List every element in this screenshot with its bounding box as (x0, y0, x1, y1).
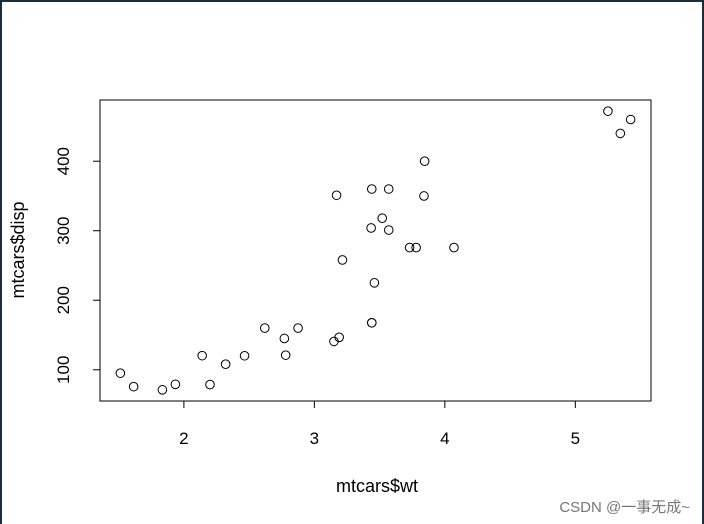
point (170, 379, 181, 390)
point (419, 156, 430, 167)
x-tick-label: 3 (310, 429, 319, 448)
point (239, 350, 250, 361)
point (366, 184, 377, 194)
point (115, 368, 126, 378)
x-tick-label: 2 (179, 429, 188, 448)
point (383, 184, 394, 194)
point (220, 359, 231, 369)
x-axis-title: mtcars$wt (336, 476, 418, 496)
plot-box (99, 99, 652, 402)
point (259, 323, 270, 333)
x-tick-label: 4 (440, 429, 449, 448)
point (369, 278, 380, 288)
point (603, 106, 613, 116)
watermark: CSDN @一事无成~ (559, 499, 690, 516)
y-tick-label: 100 (54, 356, 73, 384)
point (404, 242, 415, 253)
point (197, 350, 207, 361)
point (366, 223, 376, 233)
point (157, 385, 168, 395)
y-axis-title: mtcars$disp (8, 201, 28, 298)
point (377, 213, 388, 224)
point (615, 128, 626, 139)
y-tick-label: 200 (54, 286, 73, 314)
point (625, 114, 636, 125)
point (293, 323, 303, 333)
point (205, 379, 215, 390)
y-tick-label: 300 (54, 217, 73, 245)
point (337, 255, 348, 265)
point (279, 333, 290, 344)
point (366, 317, 377, 328)
point (411, 242, 421, 253)
point (449, 242, 459, 253)
point (419, 191, 429, 201)
point (128, 381, 139, 392)
point (280, 350, 291, 360)
x-tick-label: 5 (571, 429, 580, 448)
point (383, 225, 394, 235)
y-tick-label: 400 (54, 147, 73, 175)
point (331, 190, 342, 201)
point (329, 336, 339, 347)
